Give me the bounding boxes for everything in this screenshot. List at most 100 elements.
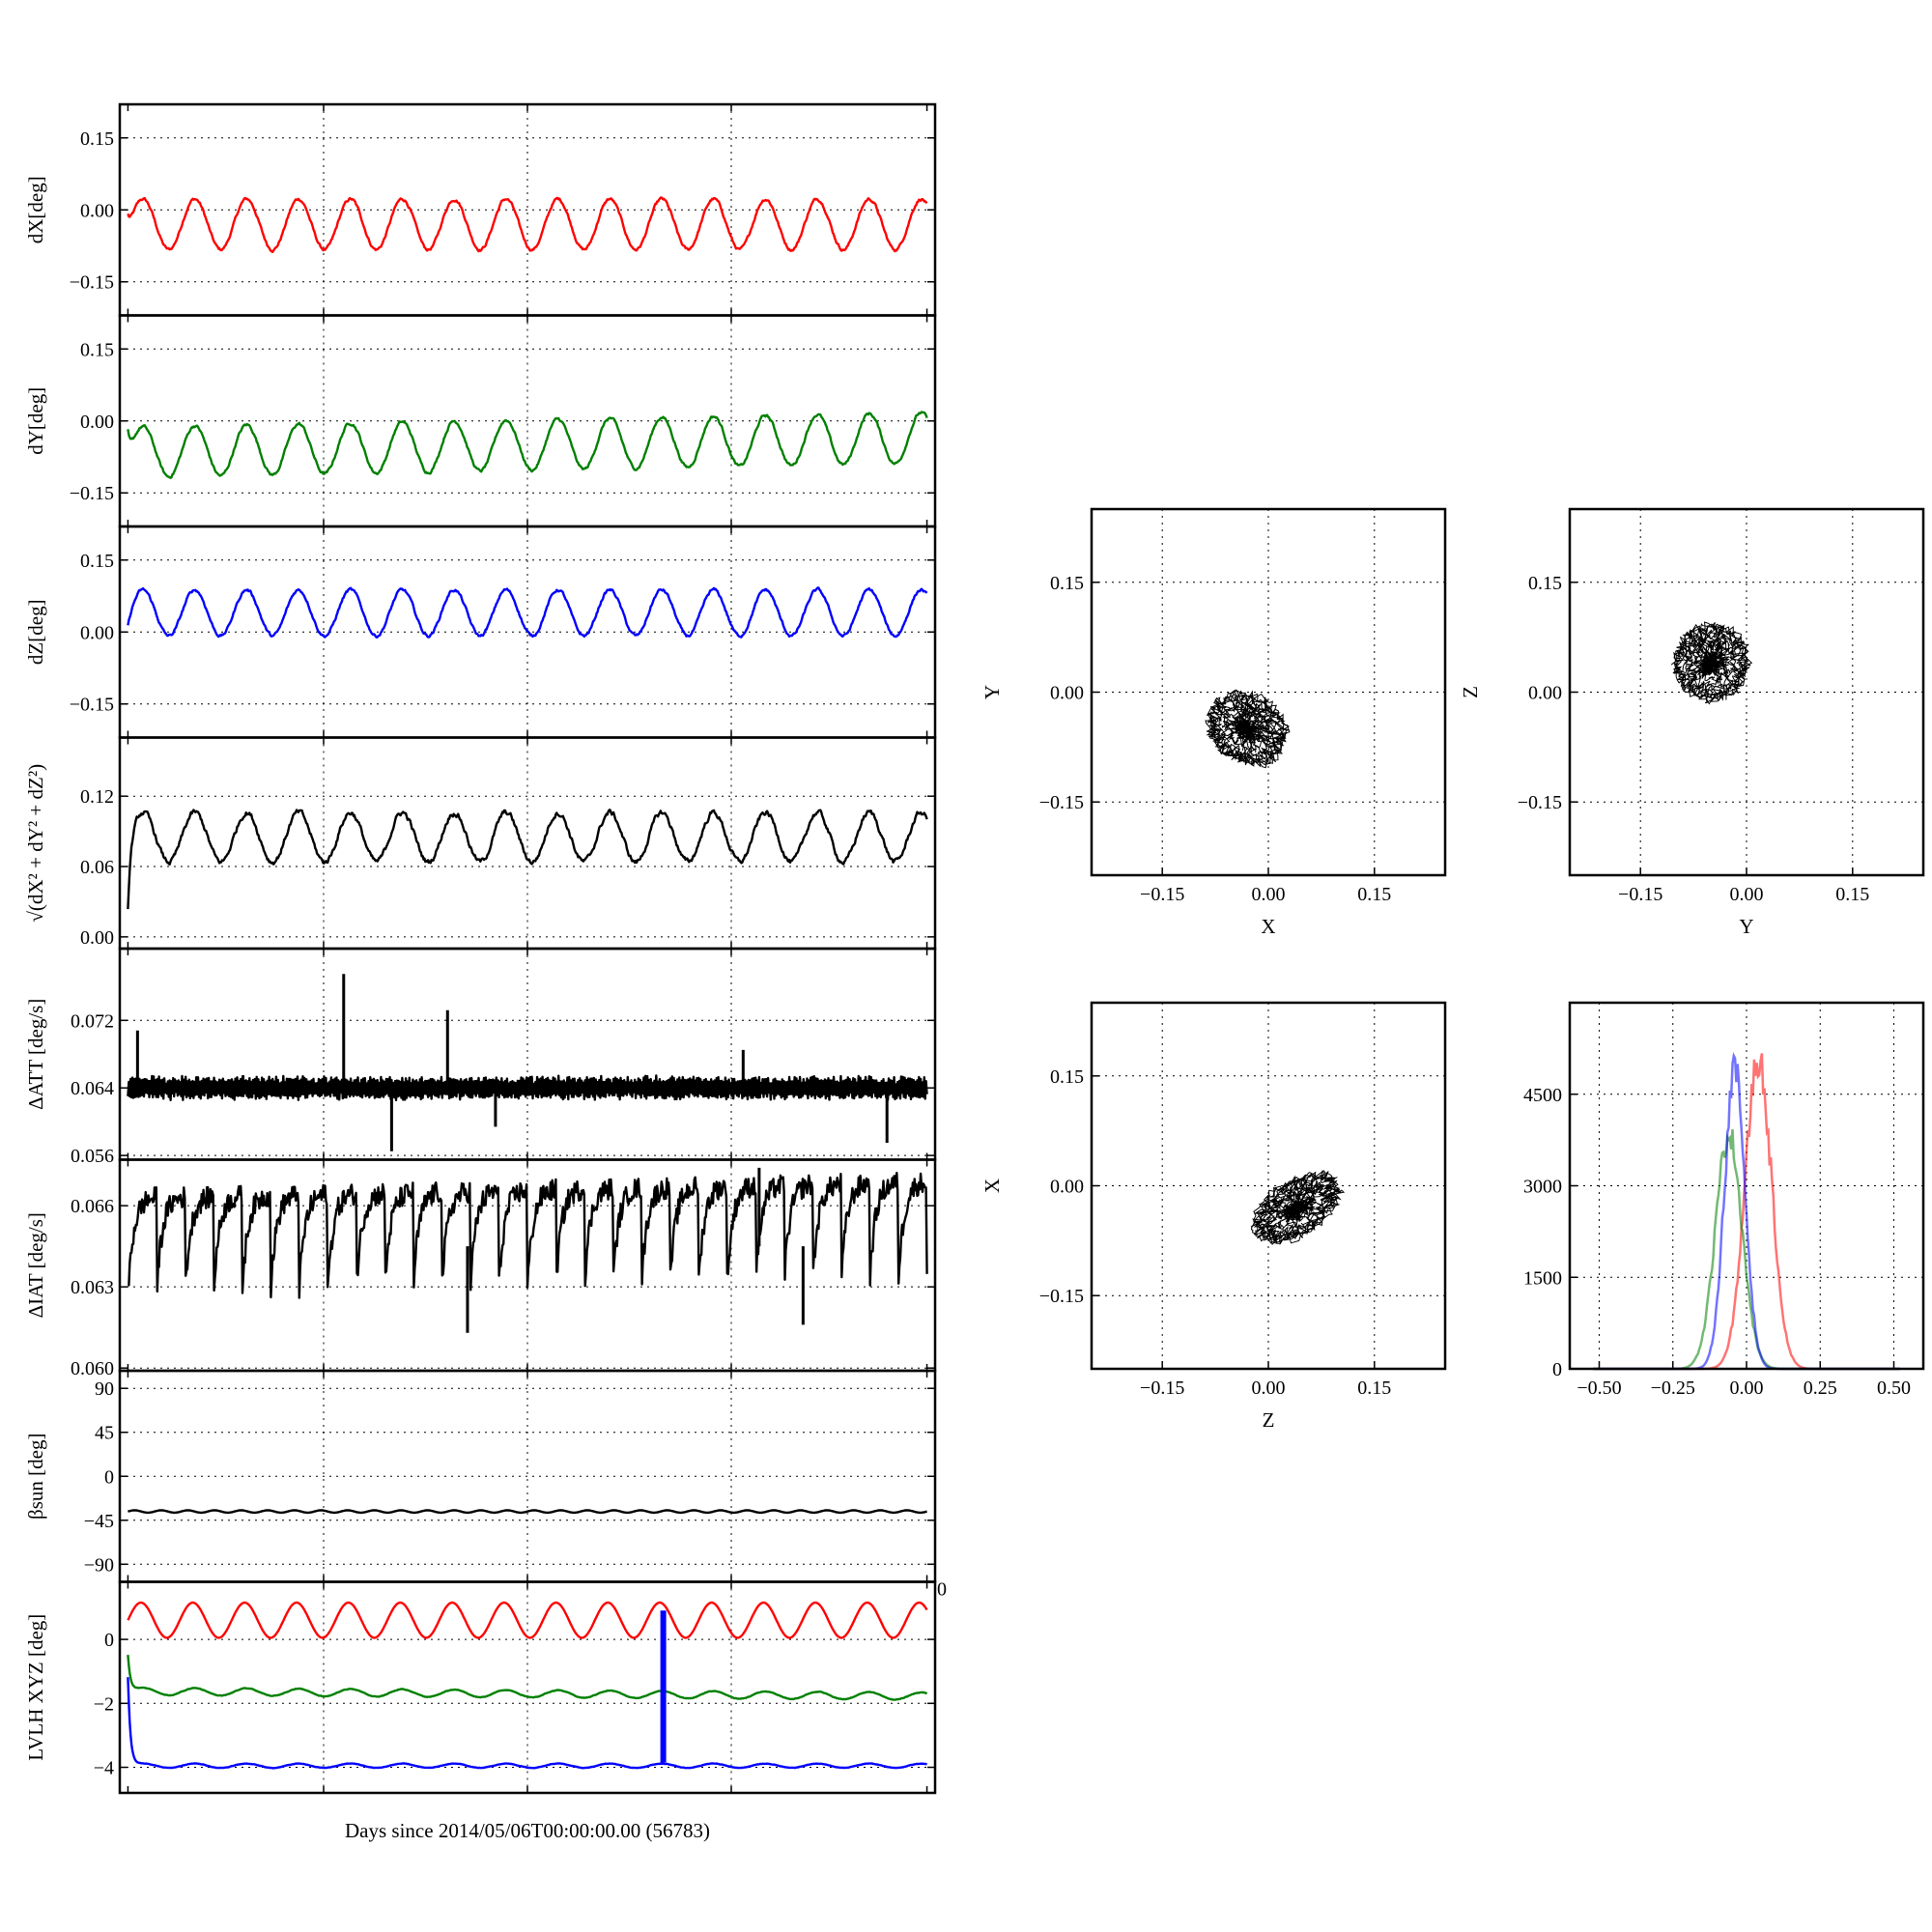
y-tick-label: −2 xyxy=(94,1693,114,1715)
series-line xyxy=(128,1509,927,1515)
y-axis-label: X xyxy=(980,1179,1004,1193)
panel-frame xyxy=(1090,1001,1447,1371)
x-axis-label: Y xyxy=(1739,915,1753,938)
y-tick-label: 0.00 xyxy=(1528,683,1562,704)
y-axis-label: dY[deg] xyxy=(24,387,47,455)
y-tick-label: −4 xyxy=(94,1758,114,1779)
x-tick-label: −0.50 xyxy=(1577,1378,1621,1399)
y-axis-label: Z xyxy=(1459,686,1482,698)
y-tick-label: 0.15 xyxy=(80,128,114,150)
x-tick-label: −0.15 xyxy=(1618,884,1662,905)
series-line xyxy=(127,1677,927,1770)
x-tick-label: −0.15 xyxy=(1140,1378,1184,1399)
y-tick-label: 0.064 xyxy=(71,1078,114,1099)
x-tick-label: 0.15 xyxy=(1835,884,1869,905)
panel-frame xyxy=(118,1580,937,1795)
y-axis-label: LVLH XYZ [deg] xyxy=(24,1614,47,1761)
series-line xyxy=(127,1601,928,1639)
y-axis-label: βsun [deg] xyxy=(24,1434,47,1520)
series-line xyxy=(127,809,928,910)
panel-3: −0.15 0.00 0.15 dZ[deg] xyxy=(24,525,937,739)
series-line xyxy=(127,1074,928,1101)
x-tick-label: 0 xyxy=(937,1579,947,1601)
x-axis-label: Days since 2014/05/06T00:00:00.00 (56783… xyxy=(345,1819,710,1842)
panel-5: 0.056 0.064 0.072 ΔATT [deg/s] xyxy=(24,947,937,1167)
panel-frame xyxy=(118,736,937,951)
y-tick-label: 4500 xyxy=(1523,1085,1562,1106)
y-tick-label: 0.15 xyxy=(1050,573,1084,594)
scatter-panel-yz: −0.15 0.00 0.15 −0.15 0.00 0.15 Y Z xyxy=(1459,507,1925,938)
y-tick-label: 0.00 xyxy=(80,200,114,221)
y-tick-label: −0.15 xyxy=(70,272,114,294)
y-tick-label: 0.00 xyxy=(1050,683,1084,704)
y-tick-label: 0.15 xyxy=(1528,573,1562,594)
y-tick-label: −45 xyxy=(84,1511,114,1532)
y-tick-label: 0.00 xyxy=(80,622,114,643)
panel-8: −4 −2 0 LVLH XYZ [deg] 0 Days since 2014/05/0… xyxy=(24,1579,947,1843)
trajectory-line xyxy=(1250,1170,1346,1246)
x-tick-label: 0.00 xyxy=(1730,884,1764,905)
y-tick-label: 0 xyxy=(1552,1359,1562,1380)
y-tick-label: 0.15 xyxy=(80,551,114,572)
histogram-panel: −0.50 −0.25 0.00 0.25 0.50 0 1500 3000 4500 xyxy=(1523,1001,1925,1399)
x-tick-label: −0.15 xyxy=(1140,884,1184,905)
x-tick-label: 0.15 xyxy=(1357,1378,1391,1399)
x-tick-label: 0.00 xyxy=(1730,1378,1764,1399)
y-tick-label: 0.00 xyxy=(80,927,114,949)
y-tick-label: 0.15 xyxy=(1050,1066,1084,1088)
panel-1: −0.15 0.00 0.15 dX[deg] xyxy=(24,102,937,317)
series-line xyxy=(127,1654,928,1701)
y-tick-label: −0.15 xyxy=(70,483,114,504)
y-axis-label: ΔIAT [deg/s] xyxy=(24,1212,47,1318)
panel-frame xyxy=(1568,507,1925,877)
scatter-panel-xy: −0.15 0.00 0.15 −0.15 0.00 0.15 X Y xyxy=(980,507,1447,938)
y-tick-label: 0.15 xyxy=(80,339,114,360)
panel-2: −0.15 0.00 0.15 dY[deg] xyxy=(24,314,937,528)
panel-7: −90 −45 0 45 90 βsun [deg] xyxy=(24,1369,937,1583)
y-axis-label: dZ[deg] xyxy=(24,599,47,665)
x-tick-label: 0.00 xyxy=(1252,1378,1286,1399)
y-tick-label: 0.00 xyxy=(1050,1177,1084,1198)
y-axis-label: √(dX² + dY² + dZ²) xyxy=(24,764,47,923)
panel-frame xyxy=(1090,507,1447,877)
y-tick-label: 45 xyxy=(95,1423,114,1444)
series-line xyxy=(127,196,928,253)
x-axis-label: X xyxy=(1261,915,1275,938)
y-tick-label: −90 xyxy=(84,1554,114,1576)
y-axis-label: ΔATT [deg/s] xyxy=(24,999,47,1110)
y-tick-label: 0.06 xyxy=(80,857,114,878)
panel-frame xyxy=(1568,1001,1925,1371)
series-line xyxy=(127,411,928,479)
panel-frame xyxy=(118,947,937,1161)
x-tick-label: 0.50 xyxy=(1877,1378,1911,1399)
x-tick-label: −0.25 xyxy=(1651,1378,1695,1399)
y-tick-label: 0.12 xyxy=(80,786,114,808)
series-line xyxy=(127,586,928,639)
series-line xyxy=(128,1172,928,1299)
y-tick-label: 0.060 xyxy=(71,1358,114,1379)
panel-4: 0.00 0.06 0.12 √(dX² + dY² + dZ²) xyxy=(24,736,937,951)
y-axis-label: Y xyxy=(980,685,1004,699)
y-tick-label: 0.072 xyxy=(71,1010,114,1032)
y-axis-label: dX[deg] xyxy=(24,176,47,243)
y-tick-label: 0.00 xyxy=(80,412,114,433)
y-tick-label: −0.15 xyxy=(1039,792,1084,813)
y-tick-label: 0 xyxy=(104,1466,114,1488)
x-tick-label: 0.00 xyxy=(1252,884,1286,905)
y-tick-label: 3000 xyxy=(1523,1177,1562,1198)
trajectory-line xyxy=(1670,621,1753,705)
x-tick-label: 0.15 xyxy=(1357,884,1391,905)
x-tick-label: 0.25 xyxy=(1804,1378,1837,1399)
y-tick-label: 0.063 xyxy=(71,1277,114,1298)
y-tick-label: 0.066 xyxy=(71,1196,114,1217)
y-tick-label: 90 xyxy=(95,1378,114,1400)
x-axis-label: Z xyxy=(1263,1408,1275,1432)
scatter-panel-zx: −0.15 0.00 0.15 −0.15 0.00 0.15 Z X xyxy=(980,1001,1447,1432)
panel-6: 0.060 0.063 0.066 ΔIAT [deg/s] xyxy=(24,1158,937,1379)
y-tick-label: −0.15 xyxy=(1039,1286,1084,1307)
y-tick-label: −0.15 xyxy=(1518,792,1562,813)
y-tick-label: −0.15 xyxy=(70,695,114,716)
y-tick-label: 0.056 xyxy=(71,1146,114,1167)
trajectory-line xyxy=(1205,689,1291,769)
